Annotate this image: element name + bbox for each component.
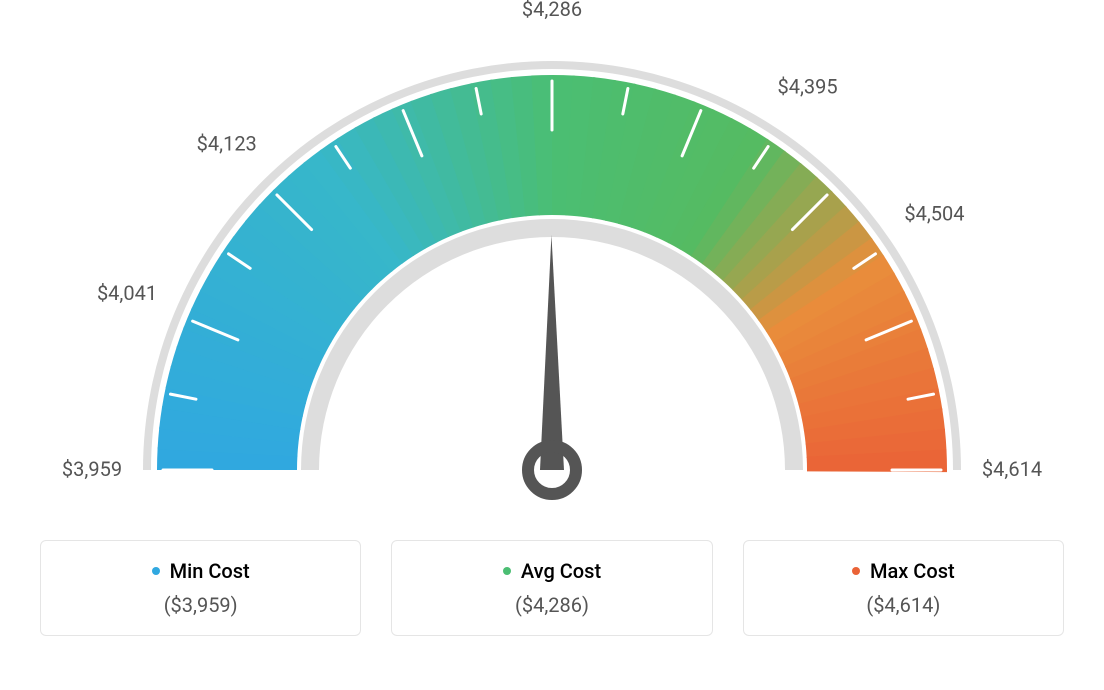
gauge-tick-label: $3,959	[62, 457, 122, 481]
gauge-svg: $3,959 $4,041 $4,123 $4,286 $4,395 $4,504 $4,6…	[0, 0, 1104, 540]
legend-min-title: Min Cost	[170, 559, 250, 583]
legend-row: Min Cost ($3,959) Avg Cost ($4,286) Max …	[0, 540, 1104, 636]
legend-max: Max Cost ($4,614)	[743, 540, 1064, 636]
gauge-tick-label: $4,395	[777, 75, 837, 99]
dot-icon	[152, 567, 160, 575]
legend-avg-title: Avg Cost	[521, 559, 601, 583]
gauge-tick-label: $4,614	[982, 457, 1042, 481]
gauge-tick-label: $4,504	[904, 201, 964, 225]
dot-icon	[503, 567, 511, 575]
legend-avg: Avg Cost ($4,286)	[391, 540, 712, 636]
legend-max-value: ($4,614)	[756, 593, 1051, 617]
gauge-tick-label: $4,123	[197, 132, 257, 156]
legend-min: Min Cost ($3,959)	[40, 540, 361, 636]
legend-avg-value: ($4,286)	[404, 593, 699, 617]
cost-gauge: $3,959 $4,041 $4,123 $4,286 $4,395 $4,504 $4,6…	[0, 0, 1104, 540]
legend-min-value: ($3,959)	[53, 593, 348, 617]
gauge-tick-label: $4,041	[97, 281, 157, 305]
gauge-tick-label: $4,286	[522, 0, 582, 21]
dot-icon	[852, 567, 860, 575]
legend-max-title: Max Cost	[870, 559, 955, 583]
